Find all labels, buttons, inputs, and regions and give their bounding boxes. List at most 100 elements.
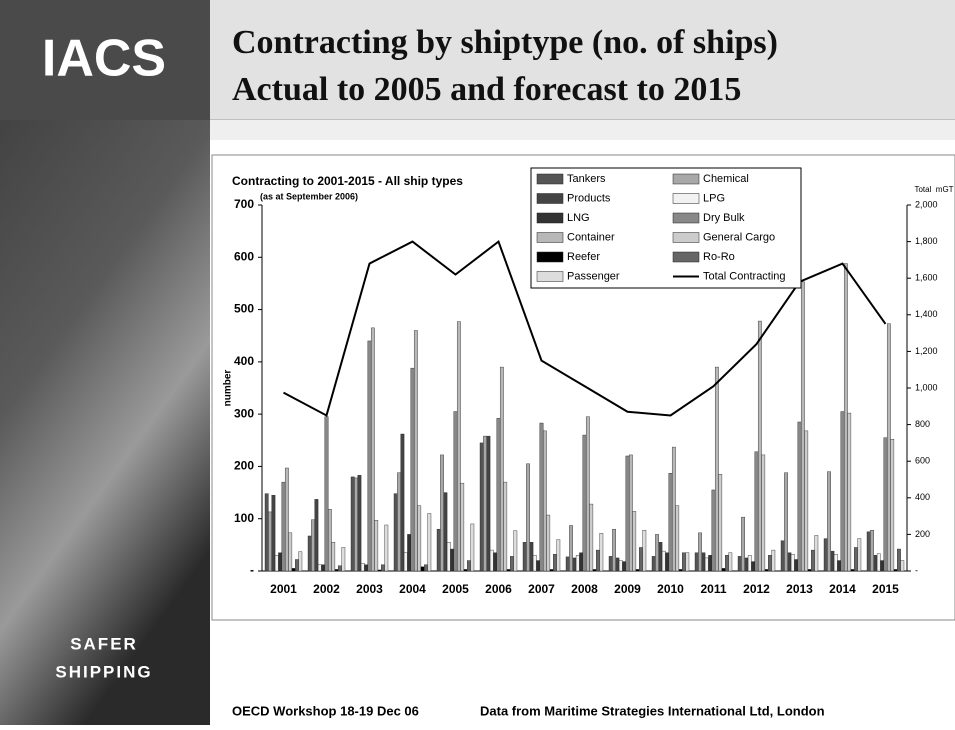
bar [661, 550, 666, 572]
bar [281, 481, 286, 572]
bar [900, 560, 905, 572]
bar [642, 530, 647, 572]
legend-label: LPG [703, 192, 725, 204]
bar [569, 525, 573, 572]
legend-label: Total Contracting [703, 270, 786, 282]
bar [768, 555, 772, 572]
bar [890, 439, 895, 572]
legend-label: Container [567, 231, 615, 243]
bar [678, 569, 683, 572]
bar [424, 564, 428, 572]
bar [274, 555, 279, 572]
bar [615, 557, 620, 572]
bar [565, 556, 570, 572]
bar [870, 530, 874, 572]
bar [314, 499, 319, 572]
bar [532, 555, 537, 572]
bar [880, 560, 885, 572]
y-tick-label: 200 [234, 459, 254, 473]
y2-tick-label: 200 [915, 529, 930, 539]
bar [608, 556, 613, 572]
bar [737, 556, 742, 572]
bar [596, 549, 600, 572]
bar [628, 454, 633, 572]
legend-swatch [536, 193, 564, 204]
bar [622, 561, 627, 572]
bar [833, 554, 838, 572]
bar [585, 416, 590, 572]
bar [536, 560, 541, 572]
bar [407, 534, 412, 572]
bar [288, 532, 293, 572]
bar [800, 281, 805, 572]
bar [311, 519, 315, 572]
bar [761, 454, 766, 572]
bar [582, 434, 587, 572]
bar [499, 366, 504, 572]
bar [503, 481, 508, 572]
bar [493, 552, 498, 572]
bar [876, 553, 881, 572]
bar [486, 435, 491, 572]
x-tick-label: 2010 [657, 582, 684, 596]
bar [830, 550, 835, 572]
y-tick-label: 600 [234, 249, 254, 263]
bar [671, 446, 676, 572]
bar [400, 433, 405, 572]
bar [787, 552, 792, 572]
bar [701, 552, 706, 572]
y2-axis-label: Total mGT [914, 185, 953, 194]
bar [427, 513, 432, 572]
legend-label: LNG [567, 212, 590, 224]
x-tick-label: 2008 [571, 582, 598, 596]
x-tick-label: 2007 [528, 582, 555, 596]
bar [453, 411, 458, 572]
bar [694, 552, 699, 572]
bar [883, 437, 888, 572]
bar [811, 549, 815, 572]
bar [721, 568, 726, 572]
bar [456, 321, 461, 572]
y2-tick-label: 800 [915, 419, 930, 429]
bar [354, 477, 358, 572]
slide-title: Actual to 2005 and forecast to 2015 [232, 71, 741, 108]
bar [298, 551, 303, 572]
bar [718, 474, 723, 572]
bar [850, 569, 855, 572]
bar [417, 505, 422, 572]
y-tick-label: 700 [234, 197, 254, 211]
bar [483, 435, 487, 572]
bar [840, 411, 845, 572]
bar [651, 556, 656, 572]
bar [579, 552, 584, 572]
legend-label: Passenger [567, 270, 620, 282]
bar [764, 569, 769, 572]
bar [804, 430, 809, 572]
bar [463, 569, 468, 572]
bar [291, 568, 296, 572]
x-tick-label: 2013 [786, 582, 813, 596]
title-band [210, 0, 955, 120]
bar [522, 542, 527, 572]
footer: OECD Workshop 18-19 Dec 06 [232, 703, 419, 718]
x-tick-label: 2012 [743, 582, 770, 596]
bar [592, 569, 597, 572]
bar [420, 566, 425, 572]
bar [682, 552, 686, 572]
slide-title: Contracting by shiptype (no. of ships) [232, 24, 778, 61]
bar [665, 552, 670, 572]
bar [847, 412, 852, 572]
bar [747, 555, 752, 572]
bar [546, 514, 551, 572]
bar [397, 472, 401, 572]
legend-swatch [536, 212, 564, 224]
bar [857, 538, 862, 572]
bar [496, 418, 501, 572]
bar [655, 534, 659, 572]
bar [754, 451, 759, 572]
bar [357, 475, 362, 572]
y2-tick-label: 1,800 [915, 236, 938, 246]
sidebar [0, 0, 210, 725]
y-axis-label: number [223, 370, 234, 407]
